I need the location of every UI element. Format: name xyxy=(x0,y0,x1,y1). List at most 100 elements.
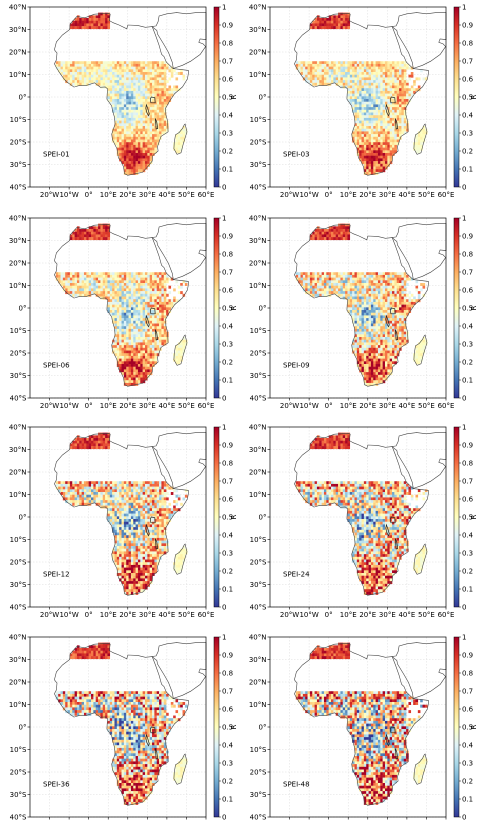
lon-tick-label: 20°E xyxy=(359,611,376,619)
lat-tick-label: 30°S xyxy=(250,161,267,169)
colorbar-tick-label: 0.9 xyxy=(462,233,473,241)
lat-tick-label: 10°N xyxy=(9,701,27,709)
lon-tick-label: 60°E xyxy=(198,191,215,199)
arabia-coastline xyxy=(151,223,207,280)
map-panel-8: 40°S30°S20°S10°S0°10°N20°N30°N40°N20°W10… xyxy=(249,634,478,821)
lake-outline xyxy=(149,726,156,734)
arabia-coastline xyxy=(151,432,207,489)
lon-tick-label: 20°W xyxy=(40,402,59,410)
lat-tick-label: 10°S xyxy=(10,327,27,335)
lat-tick-label: 40°N xyxy=(9,215,27,223)
lat-tick-label: 10°N xyxy=(249,491,267,499)
lat-tick-label: 30°S xyxy=(10,581,27,589)
africa-coastline xyxy=(294,642,429,806)
lon-tick-label: 60°E xyxy=(438,611,455,619)
colorbar-tick-label: 0.5 xyxy=(222,514,233,522)
lon-tick-label: 30°E xyxy=(139,191,156,199)
colorbar-tick-label: 0.6 xyxy=(222,496,234,504)
colorbar-tick-label: 0.4 xyxy=(222,532,234,540)
map-panel-5: 40°S30°S20°S10°S0°10°N20°N30°N40°N20°W 10… xyxy=(9,424,238,620)
lat-tick-label: 30°S xyxy=(10,161,27,169)
colorbar-tick-label: 0.3 xyxy=(222,341,233,349)
lat-tick-label: 10°S xyxy=(250,116,267,124)
lon-tick-label: 30°E xyxy=(379,611,396,619)
arabia-coastline xyxy=(391,223,447,280)
lake-outline xyxy=(154,748,159,760)
lake-outline xyxy=(154,538,159,550)
colorbar-tick-label: 0.1 xyxy=(222,166,233,174)
colorbar-tick-label: 0.5 xyxy=(462,724,473,732)
colorbar-tick-label: 0.9 xyxy=(462,652,473,660)
lon-tick-label: 20°W xyxy=(40,191,59,199)
map-panel-4: 40°S30°S20°S10°S0°10°N20°N30°N40°N20°W 10… xyxy=(249,215,478,411)
lake-outline xyxy=(149,516,156,524)
lake-outline xyxy=(385,733,390,747)
colorbar: 0 0.1 0.2 0.3 0.4 0.5 0.6 0.7 0.8 0.9 1 R xyxy=(453,634,478,821)
madagascar-coastline xyxy=(413,543,428,575)
colorbar-tick-label: 0.6 xyxy=(462,706,474,714)
lon-tick-label: 10°W xyxy=(299,611,318,619)
lat-tick-label: 20°S xyxy=(250,769,267,777)
lat-tick-label: 0° xyxy=(259,305,267,313)
lon-tick-label: 60°E xyxy=(198,402,215,410)
lat-tick-label: 40°N xyxy=(249,424,267,432)
correlation-field xyxy=(55,432,188,595)
colorbar-tick-label: 1 xyxy=(462,215,466,223)
lat-tick-label: 10°S xyxy=(250,536,267,544)
colorbar: 0 0.1 0.2 0.3 0.4 0.5 0.6 0.7 0.8 0.9 1 R xyxy=(213,634,238,821)
lat-tick-label: 40°S xyxy=(10,395,27,403)
lon-tick-label: 10°E xyxy=(100,191,117,199)
colorbar-tick-label: 0.3 xyxy=(462,760,473,768)
lat-tick-label: 10°N xyxy=(249,282,267,290)
lat-tick-label: 20°N xyxy=(9,49,27,57)
lat-tick-label: 30°S xyxy=(250,372,267,380)
correlation-field xyxy=(295,642,428,805)
colorbar-tick-label: 0.2 xyxy=(462,568,473,576)
africa-coastline xyxy=(294,223,429,387)
lake-outline xyxy=(154,329,159,341)
lat-tick-label: 20°S xyxy=(10,559,27,567)
lat-tick-label: 10°N xyxy=(9,71,27,79)
panel-label: SPEI-01 xyxy=(43,151,70,159)
colorbar-tick-label: 0.8 xyxy=(462,251,473,259)
lat-tick-label: 30°N xyxy=(249,237,267,245)
lon-tick-label: 60°E xyxy=(438,402,455,410)
colorbar-tick-label: 0.5 xyxy=(462,305,473,313)
colorbar-tick-label: 0.7 xyxy=(462,58,473,66)
lon-tick-label: 20°E xyxy=(359,191,376,199)
lat-tick-label: 20°N xyxy=(249,679,267,687)
panel-label: SPEI-36 xyxy=(43,781,70,789)
map-panel-3: 40°S30°S20°S10°S0°10°N20°N30°N40°N20°W 10… xyxy=(9,215,238,411)
lake-outline xyxy=(389,516,396,524)
colorbar-tick-label: 0.2 xyxy=(462,148,473,156)
colorbar-tick-label: 0.4 xyxy=(462,532,474,540)
colorbar-tick-label: 0.2 xyxy=(462,778,473,786)
colorbar-tick-label: 0.3 xyxy=(222,550,233,558)
colorbar-tick-label: 0.1 xyxy=(222,796,233,804)
colorbar-tick-label: 0.9 xyxy=(222,233,233,241)
panel-label: SPEI-09 xyxy=(283,362,310,370)
lon-tick-label: 50°E xyxy=(178,611,195,619)
lon-tick-label: 30°E xyxy=(379,191,396,199)
colorbar-label: R xyxy=(470,94,478,99)
panel-label: SPEI-06 xyxy=(43,362,70,370)
africa-coastline xyxy=(54,12,189,176)
panel-label: SPEI-48 xyxy=(283,781,310,789)
colorbar-tick-label: 0.9 xyxy=(462,442,473,450)
colorbar-tick-label: 0 xyxy=(462,184,466,192)
lat-tick-label: 20°N xyxy=(249,260,267,268)
lon-tick-label: 10°E xyxy=(340,191,357,199)
lake-outline xyxy=(389,726,396,734)
africa-coastline xyxy=(294,12,429,176)
colorbar-tick-label: 0.7 xyxy=(462,478,473,486)
lat-tick-label: 30°S xyxy=(10,372,27,380)
colorbar-tick-label: 0 xyxy=(222,184,226,192)
arabia-coastline xyxy=(391,12,447,69)
lat-tick-label: 0° xyxy=(19,94,27,102)
lat-tick-label: 40°N xyxy=(249,4,267,12)
panel-label: SPEI-12 xyxy=(43,571,70,579)
colorbar-tick-label: 0.4 xyxy=(462,742,474,750)
correlation-field xyxy=(55,12,188,175)
colorbar-label: R xyxy=(470,724,478,729)
